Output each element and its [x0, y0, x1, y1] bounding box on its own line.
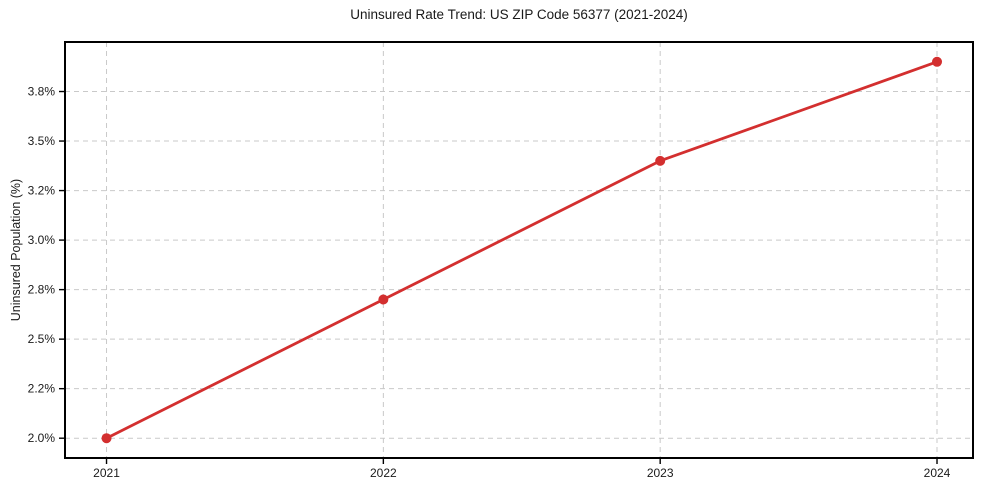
y-tick-label: 2.8%	[28, 283, 56, 297]
data-point-marker	[378, 294, 389, 305]
data-point-marker	[101, 433, 112, 444]
y-tick-label: 3.8%	[28, 85, 56, 99]
data-point-marker	[932, 56, 943, 67]
x-tick-label: 2021	[93, 466, 120, 480]
x-tick-label: 2024	[924, 466, 951, 480]
y-tick-label: 2.5%	[28, 332, 56, 346]
trend-line	[105, 60, 939, 440]
y-tick-label: 3.2%	[28, 184, 56, 198]
y-tick-label: 2.2%	[28, 382, 56, 396]
y-tick-label: 3.5%	[28, 134, 56, 148]
data-point-marker	[655, 155, 666, 166]
y-axis-label: Uninsured Population (%)	[9, 178, 23, 322]
y-tick-label: 3.0%	[28, 233, 56, 247]
chart-title: Uninsured Rate Trend: US ZIP Code 56377 …	[350, 7, 688, 22]
x-tick-label: 2022	[370, 466, 397, 480]
y-tick-label: 2.0%	[28, 431, 56, 445]
plot-border	[64, 41, 974, 459]
x-tick-label: 2023	[647, 466, 674, 480]
